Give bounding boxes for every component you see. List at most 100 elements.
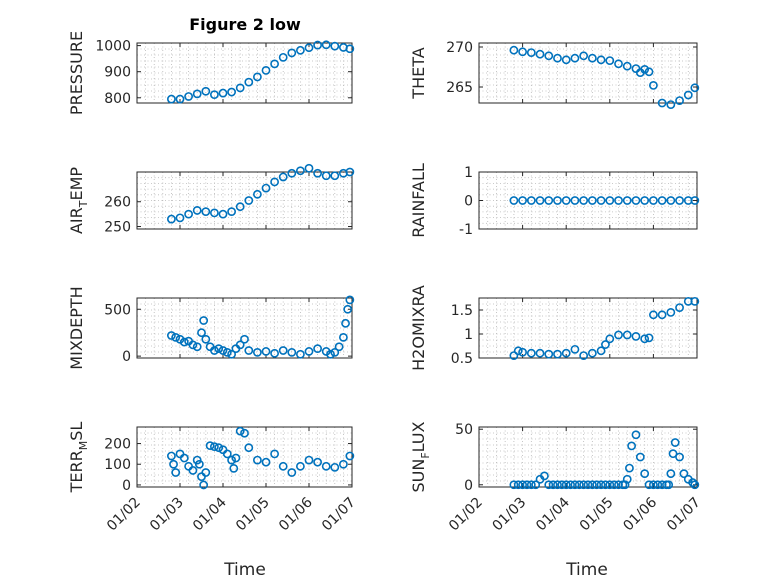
- data-point: [166, 331, 176, 340]
- data-point: [278, 52, 288, 62]
- data-point: [614, 196, 623, 205]
- data-point: [188, 466, 198, 475]
- data-point: [640, 334, 650, 344]
- data-point: [244, 196, 254, 205]
- data-point: [175, 94, 185, 104]
- data-point: [222, 347, 232, 357]
- data-point: [278, 461, 288, 471]
- data-point: [535, 348, 545, 358]
- data-point: [596, 196, 606, 205]
- data-point: [199, 480, 209, 490]
- subplot-rainfall: -1 0 1 RAINFALL: [409, 163, 700, 238]
- x-tick-label: 01/07: [664, 495, 704, 535]
- data-point: [649, 196, 658, 205]
- data-point: [330, 347, 340, 357]
- data-point: [690, 480, 700, 490]
- data-point: [540, 471, 549, 481]
- data-point: [631, 331, 641, 341]
- data-point: [570, 344, 580, 354]
- data-point: [166, 451, 176, 461]
- data-point: [244, 346, 254, 355]
- data-point: [166, 214, 176, 224]
- data-point: [261, 65, 271, 75]
- data-point: [605, 196, 615, 205]
- data-point: [664, 480, 674, 490]
- data-point: [188, 340, 198, 350]
- data-point: [526, 348, 536, 358]
- subplot-terr_msl: 0 100 200 TERRMSL 01/02 01/03 01/04 01/05 01/06 0…: [67, 422, 359, 535]
- data-point: [690, 296, 700, 306]
- data-point: [235, 426, 245, 436]
- y-axis-label: AIRTEMP: [67, 167, 90, 234]
- data-point: [287, 168, 297, 178]
- data-point: [631, 430, 641, 440]
- data-point: [295, 349, 305, 359]
- data-point: [535, 196, 545, 205]
- data-point: [553, 480, 562, 490]
- data-point: [622, 474, 632, 484]
- data-point: [553, 196, 562, 205]
- data-point: [218, 209, 228, 219]
- data-point: [579, 51, 589, 61]
- data-point: [675, 96, 684, 105]
- data-point: [666, 196, 676, 205]
- data-point: [295, 166, 305, 176]
- axes-box: [478, 297, 698, 359]
- data-point: [184, 92, 193, 101]
- axes-box: [478, 42, 698, 104]
- data-point: [620, 480, 630, 490]
- x-tick-label: 01/05: [577, 495, 617, 535]
- data-point: [622, 196, 632, 205]
- data-point: [614, 330, 623, 340]
- x-tick-label: 01/02: [104, 495, 144, 535]
- data-point: [287, 347, 297, 357]
- data-point: [341, 318, 350, 328]
- data-point: [657, 310, 667, 320]
- data-point: [345, 451, 355, 461]
- data-point: [601, 480, 610, 490]
- data-point: [609, 480, 619, 490]
- y-tick-label: 250: [104, 220, 131, 236]
- data-point: [622, 61, 632, 71]
- data-point: [304, 43, 314, 53]
- data-point: [522, 480, 532, 490]
- data-point: [201, 86, 211, 96]
- data-point: [209, 442, 219, 452]
- data-point: [240, 334, 249, 344]
- data-point: [518, 347, 527, 357]
- data-point: [287, 48, 297, 58]
- data-point: [544, 480, 554, 490]
- data-point: [261, 183, 271, 193]
- data-point: [513, 480, 523, 490]
- data-point: [668, 449, 678, 459]
- x-tick-label: 01/04: [190, 494, 230, 534]
- data-point: [209, 346, 219, 355]
- data-point: [544, 196, 554, 205]
- data-point: [166, 94, 176, 104]
- data-point: [640, 196, 650, 205]
- data-point: [526, 480, 536, 490]
- data-point: [649, 480, 658, 490]
- data-point: [235, 83, 245, 93]
- data-point: [518, 47, 527, 57]
- data-point: [270, 449, 279, 459]
- data-point: [229, 463, 239, 473]
- axes-box: [136, 426, 353, 488]
- x-tick-label: 01/03: [147, 495, 187, 535]
- data-point: [240, 428, 249, 438]
- data-point: [218, 88, 228, 98]
- data-point: [192, 342, 202, 352]
- data-point: [596, 55, 606, 65]
- data-point: [657, 98, 667, 108]
- data-point: [596, 346, 606, 356]
- data-point: [644, 333, 654, 343]
- data-point: [544, 51, 554, 61]
- y-tick-label: 270: [446, 40, 473, 56]
- data-point: [205, 441, 215, 451]
- data-point: [278, 172, 288, 182]
- data-point: [338, 459, 348, 469]
- data-point: [574, 480, 584, 490]
- data-point: [531, 480, 541, 490]
- data-point: [640, 469, 650, 479]
- data-point: [631, 196, 641, 205]
